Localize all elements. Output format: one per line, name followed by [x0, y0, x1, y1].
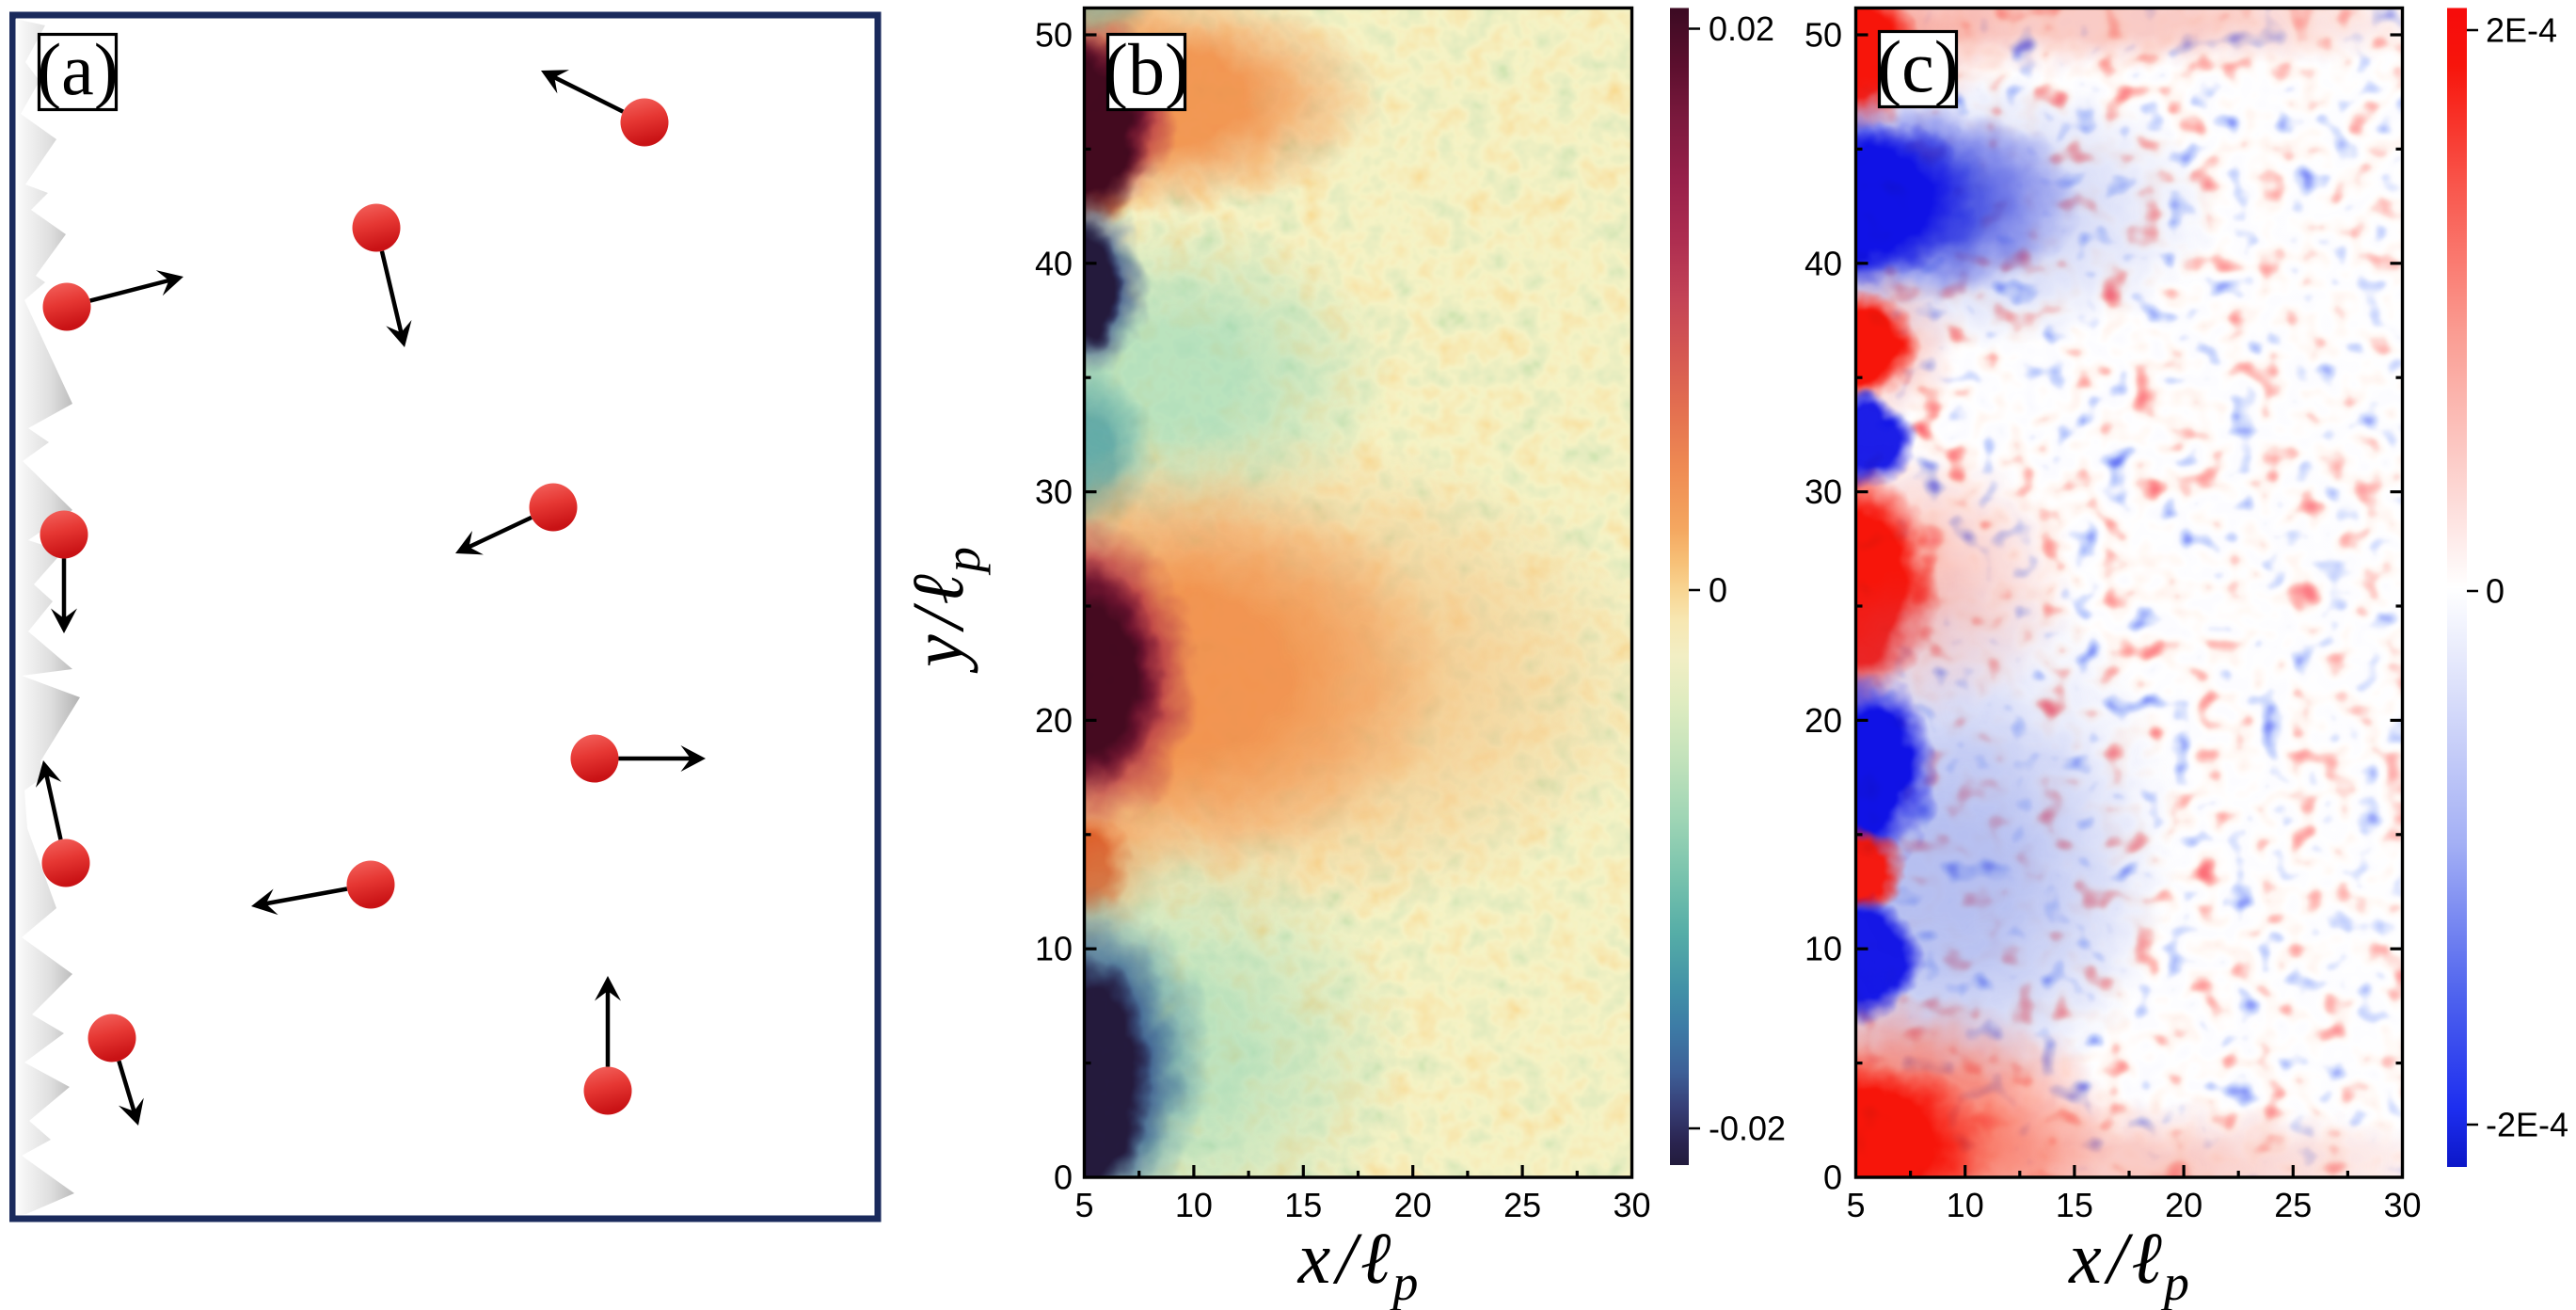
svg-text:25: 25 [1503, 1186, 1541, 1224]
svg-text:40: 40 [1805, 244, 1842, 282]
svg-text:30: 30 [1035, 472, 1073, 511]
svg-text:40: 40 [1035, 244, 1073, 282]
svg-text:30: 30 [2383, 1186, 2421, 1224]
svg-text:5: 5 [1074, 1186, 1093, 1224]
svg-text:20: 20 [1394, 1186, 1432, 1224]
svg-text:20: 20 [1035, 701, 1073, 740]
svg-text:10: 10 [1175, 1186, 1213, 1224]
svg-text:25: 25 [2274, 1186, 2312, 1224]
svg-text:0: 0 [2486, 572, 2504, 611]
svg-text:50: 50 [1035, 16, 1073, 55]
svg-text:y/ℓp: y/ℓp [897, 547, 991, 674]
svg-text:(a): (a) [37, 28, 119, 110]
svg-text:10: 10 [1805, 930, 1842, 968]
svg-text:0: 0 [1709, 571, 1727, 610]
svg-text:-0.02: -0.02 [1709, 1110, 1786, 1148]
svg-text:(b): (b) [1104, 28, 1189, 110]
svg-text:10: 10 [1035, 930, 1073, 968]
svg-text:5: 5 [1846, 1186, 1865, 1224]
svg-text:0: 0 [1054, 1158, 1073, 1197]
svg-text:15: 15 [2056, 1186, 2093, 1224]
svg-text:20: 20 [1805, 701, 1842, 740]
svg-text:10: 10 [1947, 1186, 1984, 1224]
svg-text:0.02: 0.02 [1709, 9, 1774, 48]
svg-text:20: 20 [2165, 1186, 2202, 1224]
svg-text:2E-4: 2E-4 [2486, 11, 2557, 50]
svg-text:x/ℓp: x/ℓp [1297, 1217, 1419, 1310]
svg-text:30: 30 [1805, 472, 1842, 511]
svg-text:-2E-4: -2E-4 [2486, 1106, 2568, 1144]
svg-text:x/ℓp: x/ℓp [2068, 1217, 2189, 1310]
svg-text:(c): (c) [1877, 25, 1959, 107]
svg-text:15: 15 [1284, 1186, 1322, 1224]
svg-text:30: 30 [1613, 1186, 1650, 1224]
svg-text:0: 0 [1823, 1158, 1842, 1197]
svg-text:50: 50 [1805, 16, 1842, 55]
